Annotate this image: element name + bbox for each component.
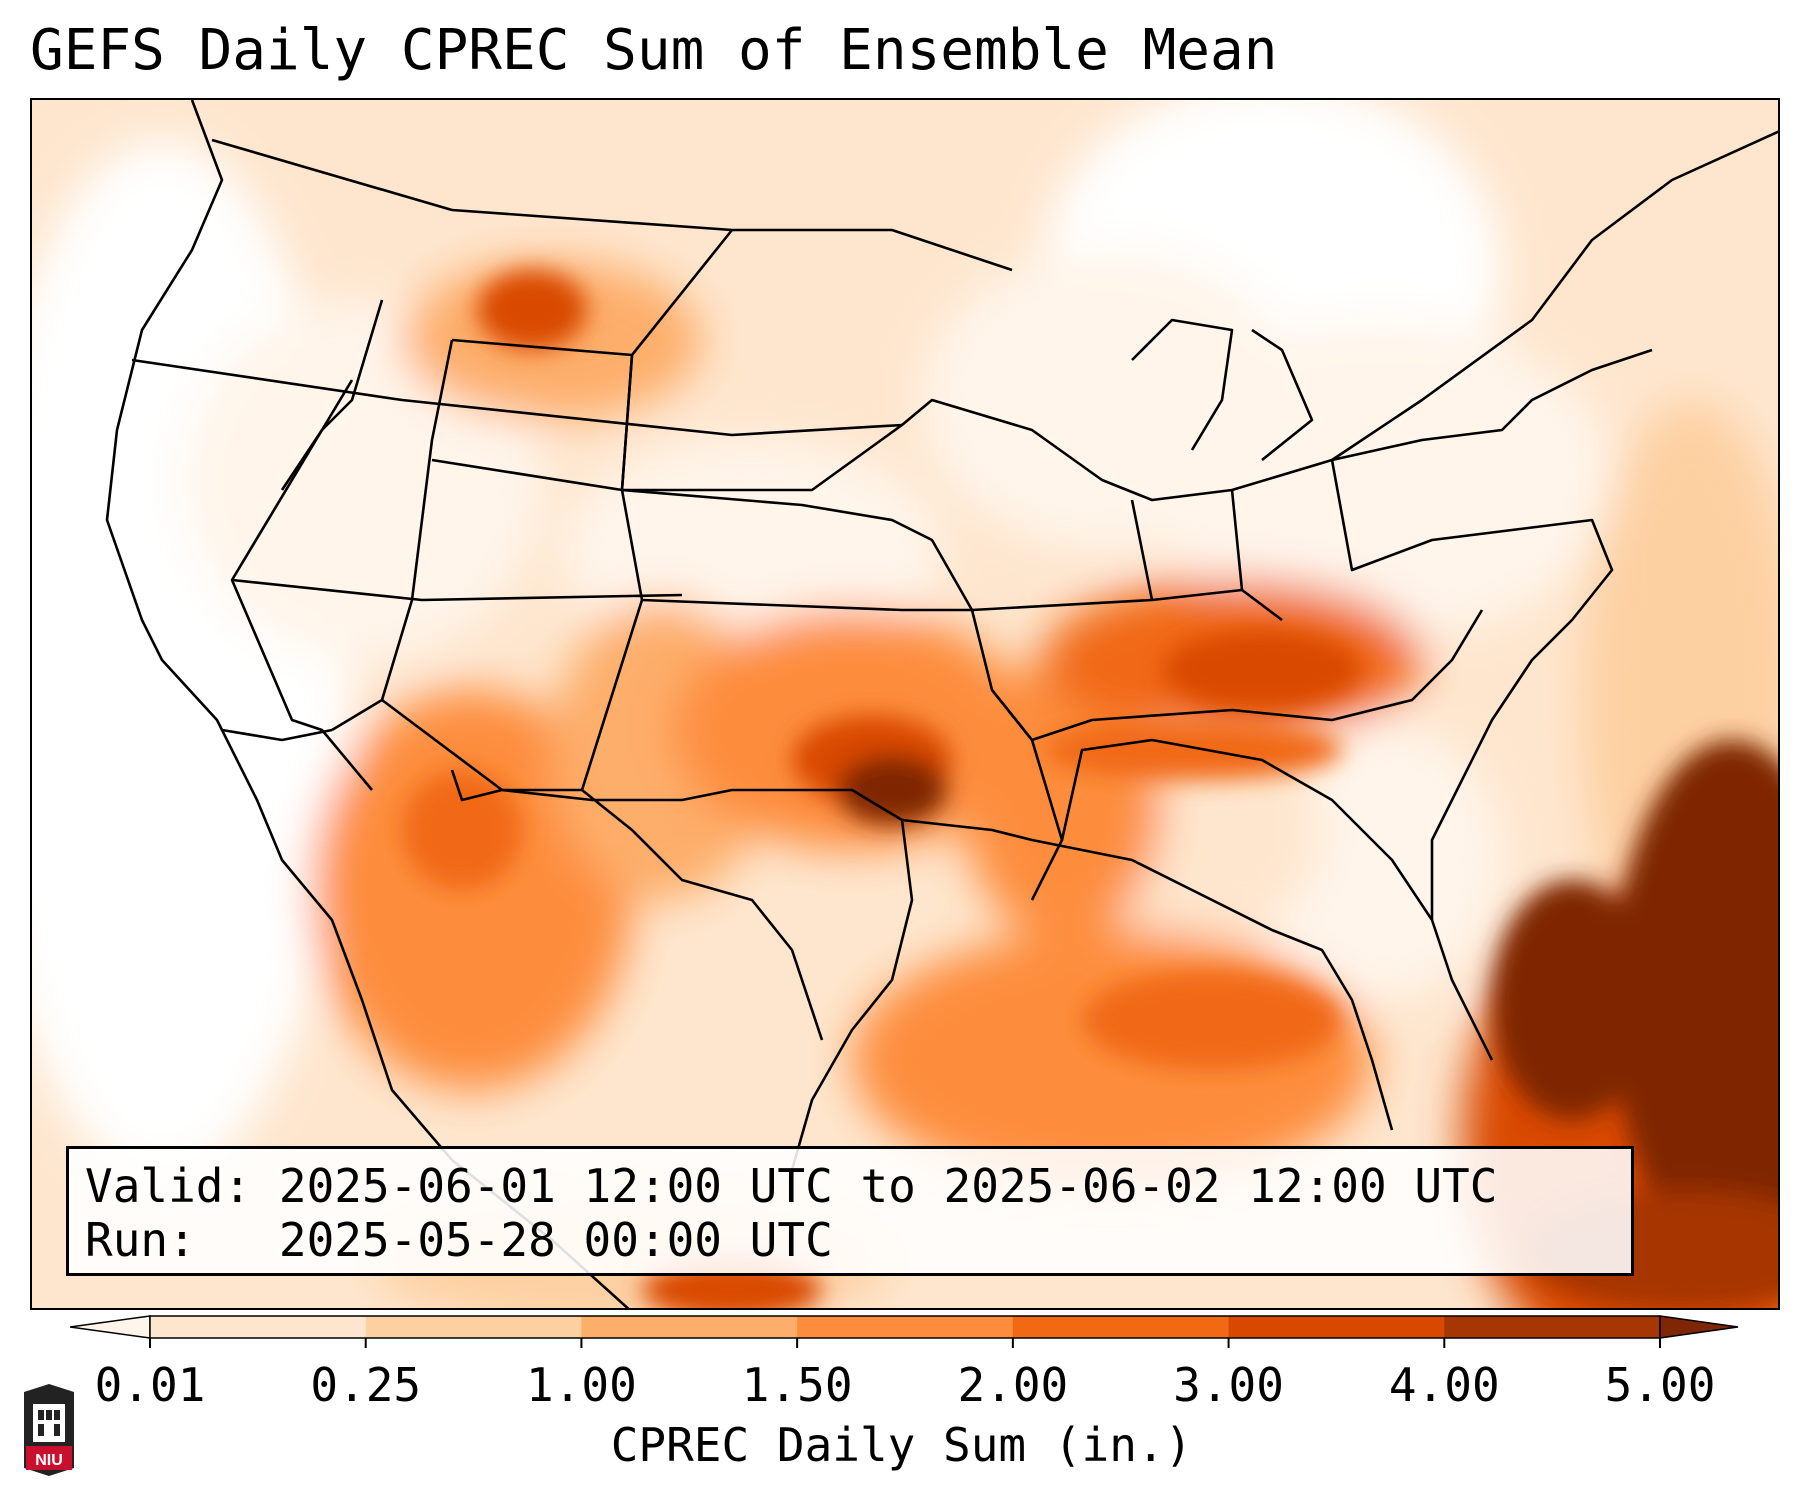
southeast bbox=[1060, 738, 1494, 1061]
colorbar-tick-label: 1.00 bbox=[526, 1358, 637, 1412]
colorbar-outline bbox=[149, 1315, 1661, 1339]
state-line-1 bbox=[131, 358, 903, 437]
colorbar-tick-label: 1.50 bbox=[741, 1358, 853, 1412]
colorbar-tick-label: 4.00 bbox=[1388, 1358, 1500, 1412]
logo-window bbox=[54, 1424, 60, 1436]
run-label: Run: bbox=[85, 1213, 196, 1267]
info-box: Valid: 2025-06-01 12:00 UTC to 2025-06-0… bbox=[66, 1146, 1634, 1276]
nevada-utah bbox=[331, 339, 454, 732]
niu-logo: NIU bbox=[24, 1384, 74, 1476]
colorbar-tick-label: 2.00 bbox=[957, 1358, 1069, 1412]
colorbar-segment bbox=[1228, 1316, 1445, 1338]
map-canvas bbox=[32, 100, 1778, 1308]
oregon-idaho bbox=[280, 379, 354, 491]
state-line-2 bbox=[231, 578, 683, 602]
colorbar bbox=[70, 1315, 1739, 1348]
logo-text: NIU bbox=[35, 1452, 63, 1469]
map-title: GEFS Daily CPREC Sum of Ensemble Mean bbox=[30, 18, 1278, 83]
idaho-nevada bbox=[230, 299, 384, 791]
logo-building bbox=[33, 1404, 65, 1442]
colorbar-extend-high bbox=[1659, 1315, 1739, 1339]
logo-window bbox=[38, 1424, 44, 1436]
logo-band bbox=[26, 1446, 72, 1470]
northern-tier bbox=[622, 130, 1778, 502]
colorbar-segment bbox=[365, 1316, 582, 1338]
central-states bbox=[620, 229, 1064, 901]
colorbar-extend-low bbox=[70, 1315, 151, 1339]
colorbar-segment bbox=[1444, 1316, 1661, 1338]
gulf-coast bbox=[901, 818, 1394, 1131]
tennessee bbox=[990, 609, 1484, 742]
colorbar-segment bbox=[797, 1316, 1014, 1338]
colorbar-tick-label: 0.01 bbox=[94, 1358, 206, 1412]
arizona-mexico bbox=[381, 698, 504, 802]
east-coast bbox=[1430, 518, 1614, 920]
midwest bbox=[1130, 459, 1513, 622]
colorbar-title: CPREC Daily Sum (in.) bbox=[610, 1418, 1193, 1472]
logo-window bbox=[46, 1410, 52, 1420]
colorbar-segment bbox=[1012, 1316, 1230, 1338]
valid-label: Valid: bbox=[85, 1159, 252, 1213]
logo-window bbox=[54, 1410, 60, 1420]
colorbar-tick-label: 5.00 bbox=[1604, 1358, 1716, 1412]
texas-mexico bbox=[581, 788, 824, 1041]
colorbar-tick-label: 3.00 bbox=[1173, 1358, 1284, 1412]
logo-window bbox=[38, 1410, 44, 1420]
run-value: 2025-05-28 00:00 UTC bbox=[278, 1213, 833, 1267]
colorbar-tick-label: 0.25 bbox=[310, 1358, 422, 1412]
colorbar-segment bbox=[581, 1316, 798, 1338]
state-borders bbox=[105, 100, 1778, 1308]
kansas-ok-line bbox=[641, 588, 1243, 612]
lake-ontario-line bbox=[1331, 348, 1653, 462]
precipitation-map bbox=[30, 98, 1780, 1310]
mexico-border-west bbox=[221, 728, 333, 742]
great-lakes bbox=[1131, 318, 1314, 462]
pacific-coast bbox=[105, 100, 630, 1308]
valid-value: 2025-06-01 12:00 UTC to 2025-06-02 12:00… bbox=[278, 1159, 1498, 1213]
colorbar-segment bbox=[150, 1316, 367, 1338]
